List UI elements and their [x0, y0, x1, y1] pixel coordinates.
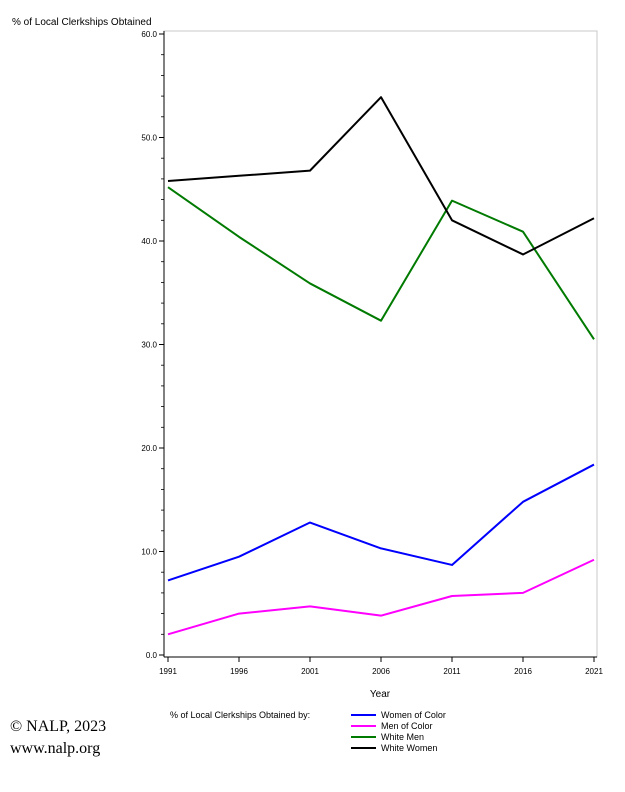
series-line-white-men — [167, 186, 595, 340]
legend-label-white-men: White Men — [381, 732, 424, 742]
series-line-white-women — [167, 96, 595, 256]
y-tick-label: 0.0 — [146, 651, 158, 660]
y-tick-label: 20.0 — [141, 444, 157, 453]
y-axis: 0.0 10.0 20.0 30.0 40.0 50.0 60.0 — [141, 30, 165, 660]
x-axis-title: Year — [370, 689, 391, 700]
legend-label-white-women: White Women — [381, 743, 437, 753]
x-tick-label: 1991 — [159, 667, 177, 676]
y-tick-label: 40.0 — [141, 237, 157, 246]
legend-label-men-of-color: Men of Color — [381, 721, 433, 731]
y-tick-label: 60.0 — [141, 30, 157, 39]
copyright-text: © NALP, 2023 — [10, 718, 107, 735]
series-line-men-of-color — [167, 558, 595, 636]
x-tick-label: 1996 — [230, 667, 248, 676]
series-lines — [167, 96, 595, 636]
y-tick-label: 30.0 — [141, 341, 157, 350]
x-tick-label: 2011 — [443, 667, 461, 676]
website-text: www.nalp.org — [10, 740, 101, 757]
series-line-women-of-color — [167, 463, 595, 582]
legend-label-women-of-color: Women of Color — [381, 710, 446, 720]
legend: % of Local Clerkships Obtained by: Women… — [170, 710, 446, 753]
y-tick-label: 10.0 — [141, 548, 157, 557]
y-axis-title: % of Local Clerkships Obtained — [12, 17, 152, 28]
x-axis: 1991 1996 2001 2006 2011 2016 2021 — [159, 656, 603, 676]
x-tick-label: 2006 — [372, 667, 390, 676]
x-tick-label: 2021 — [585, 667, 603, 676]
legend-title: % of Local Clerkships Obtained by: — [170, 710, 310, 720]
y-tick-label: 50.0 — [141, 134, 157, 143]
plot-frame — [163, 30, 598, 658]
x-tick-label: 2001 — [301, 667, 319, 676]
x-tick-label: 2016 — [514, 667, 532, 676]
